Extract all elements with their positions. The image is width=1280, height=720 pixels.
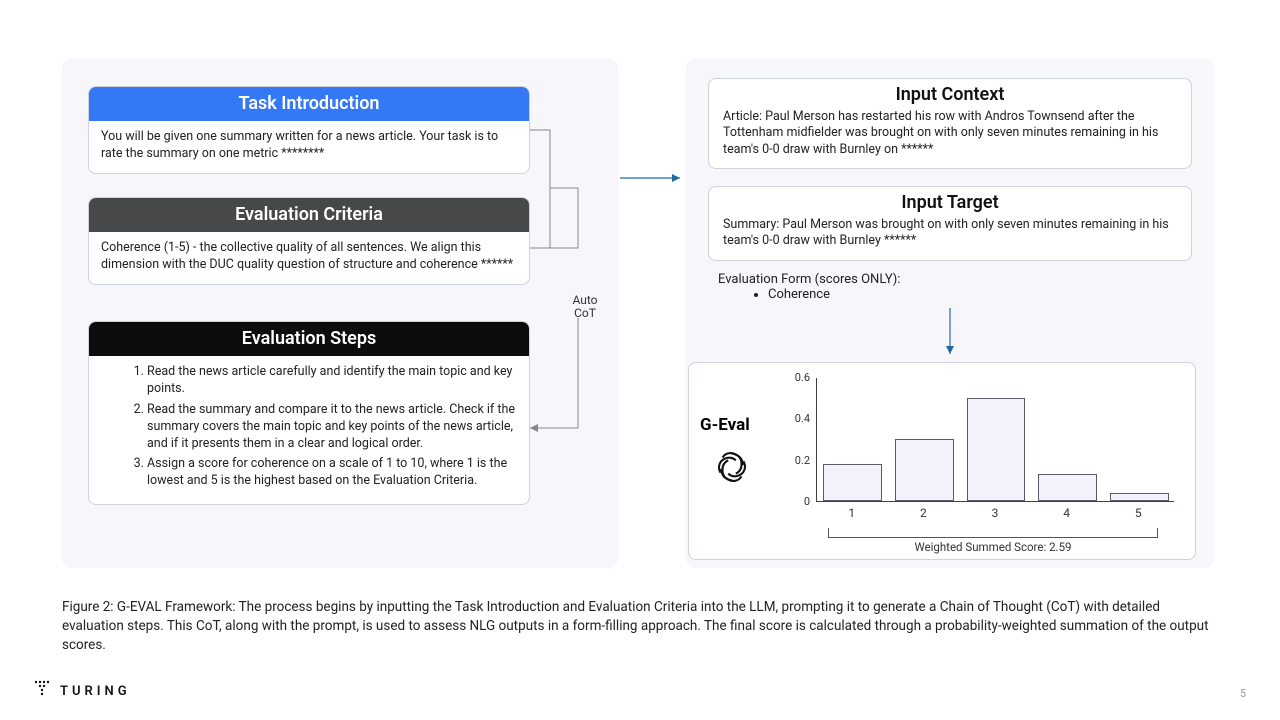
eval-steps-card: Evaluation Steps Read the news article c…: [88, 321, 530, 505]
auto-cot-label: Auto CoT: [565, 294, 605, 320]
input-target-card: Input Target Summary: Paul Merson was br…: [708, 186, 1192, 261]
input-context-card: Input Context Article: Paul Merson has r…: [708, 78, 1192, 169]
input-context-header: Input Context: [709, 79, 1191, 107]
turing-logo-icon: [34, 680, 52, 702]
score-bracket: [828, 528, 1158, 538]
input-target-header: Input Target: [709, 187, 1191, 215]
openai-icon: [713, 448, 751, 490]
weighted-score: Weighted Summed Score: 2.59: [828, 540, 1158, 554]
chart-xlabel: 3: [985, 506, 1005, 520]
eval-form-item: Coherence: [768, 287, 900, 302]
eval-form: Evaluation Form (scores ONLY): Coherence: [718, 272, 900, 302]
task-intro-card: Task Introduction You will be given one …: [88, 86, 530, 174]
page-number: 5: [1240, 687, 1246, 700]
eval-step-1: Read the news article carefully and iden…: [147, 364, 517, 398]
task-intro-header: Task Introduction: [89, 87, 529, 121]
arrow-left-to-right: [620, 172, 690, 184]
task-intro-body: You will be given one summary written fo…: [89, 121, 529, 173]
input-target-body: Summary: Paul Merson was brought on with…: [709, 215, 1191, 260]
figure-caption: Figure 2: G-EVAL Framework: The process …: [62, 598, 1218, 655]
chart-bar-1: [823, 464, 882, 501]
eval-steps-header: Evaluation Steps: [89, 322, 529, 356]
eval-form-label: Evaluation Form (scores ONLY):: [718, 272, 900, 287]
chart-bar-2: [895, 439, 954, 501]
chart-bar-5: [1110, 493, 1169, 501]
chart-axes: 1234500.20.40.6: [784, 378, 1184, 524]
chart-xlabel: 1: [842, 506, 862, 520]
geval-label: G-Eval: [700, 415, 750, 435]
footer: TURING: [34, 680, 131, 702]
eval-criteria-card: Evaluation Criteria Coherence (1-5) - th…: [88, 197, 530, 285]
chart-plot: [816, 378, 1174, 502]
chart-ylabel: 0.4: [784, 412, 810, 425]
eval-criteria-body: Coherence (1-5) - the collective quality…: [89, 232, 529, 284]
chart-xlabel: 4: [1057, 506, 1077, 520]
eval-steps-body: Read the news article carefully and iden…: [89, 356, 529, 504]
chart-xlabel: 2: [913, 506, 933, 520]
chart-bar-4: [1038, 474, 1097, 501]
footer-brand: TURING: [60, 684, 131, 699]
eval-criteria-header: Evaluation Criteria: [89, 198, 529, 232]
input-context-body: Article: Paul Merson has restarted his r…: [709, 107, 1191, 168]
chart-bar-3: [967, 398, 1026, 501]
eval-step-2: Read the summary and compare it to the n…: [147, 402, 517, 453]
chart-ylabel: 0.2: [784, 454, 810, 467]
chart-ylabel: 0.6: [784, 371, 810, 384]
chart-xlabel: 5: [1128, 506, 1148, 520]
chart-ylabel: 0: [784, 495, 810, 508]
eval-step-3: Assign a score for coherence on a scale …: [147, 456, 517, 490]
